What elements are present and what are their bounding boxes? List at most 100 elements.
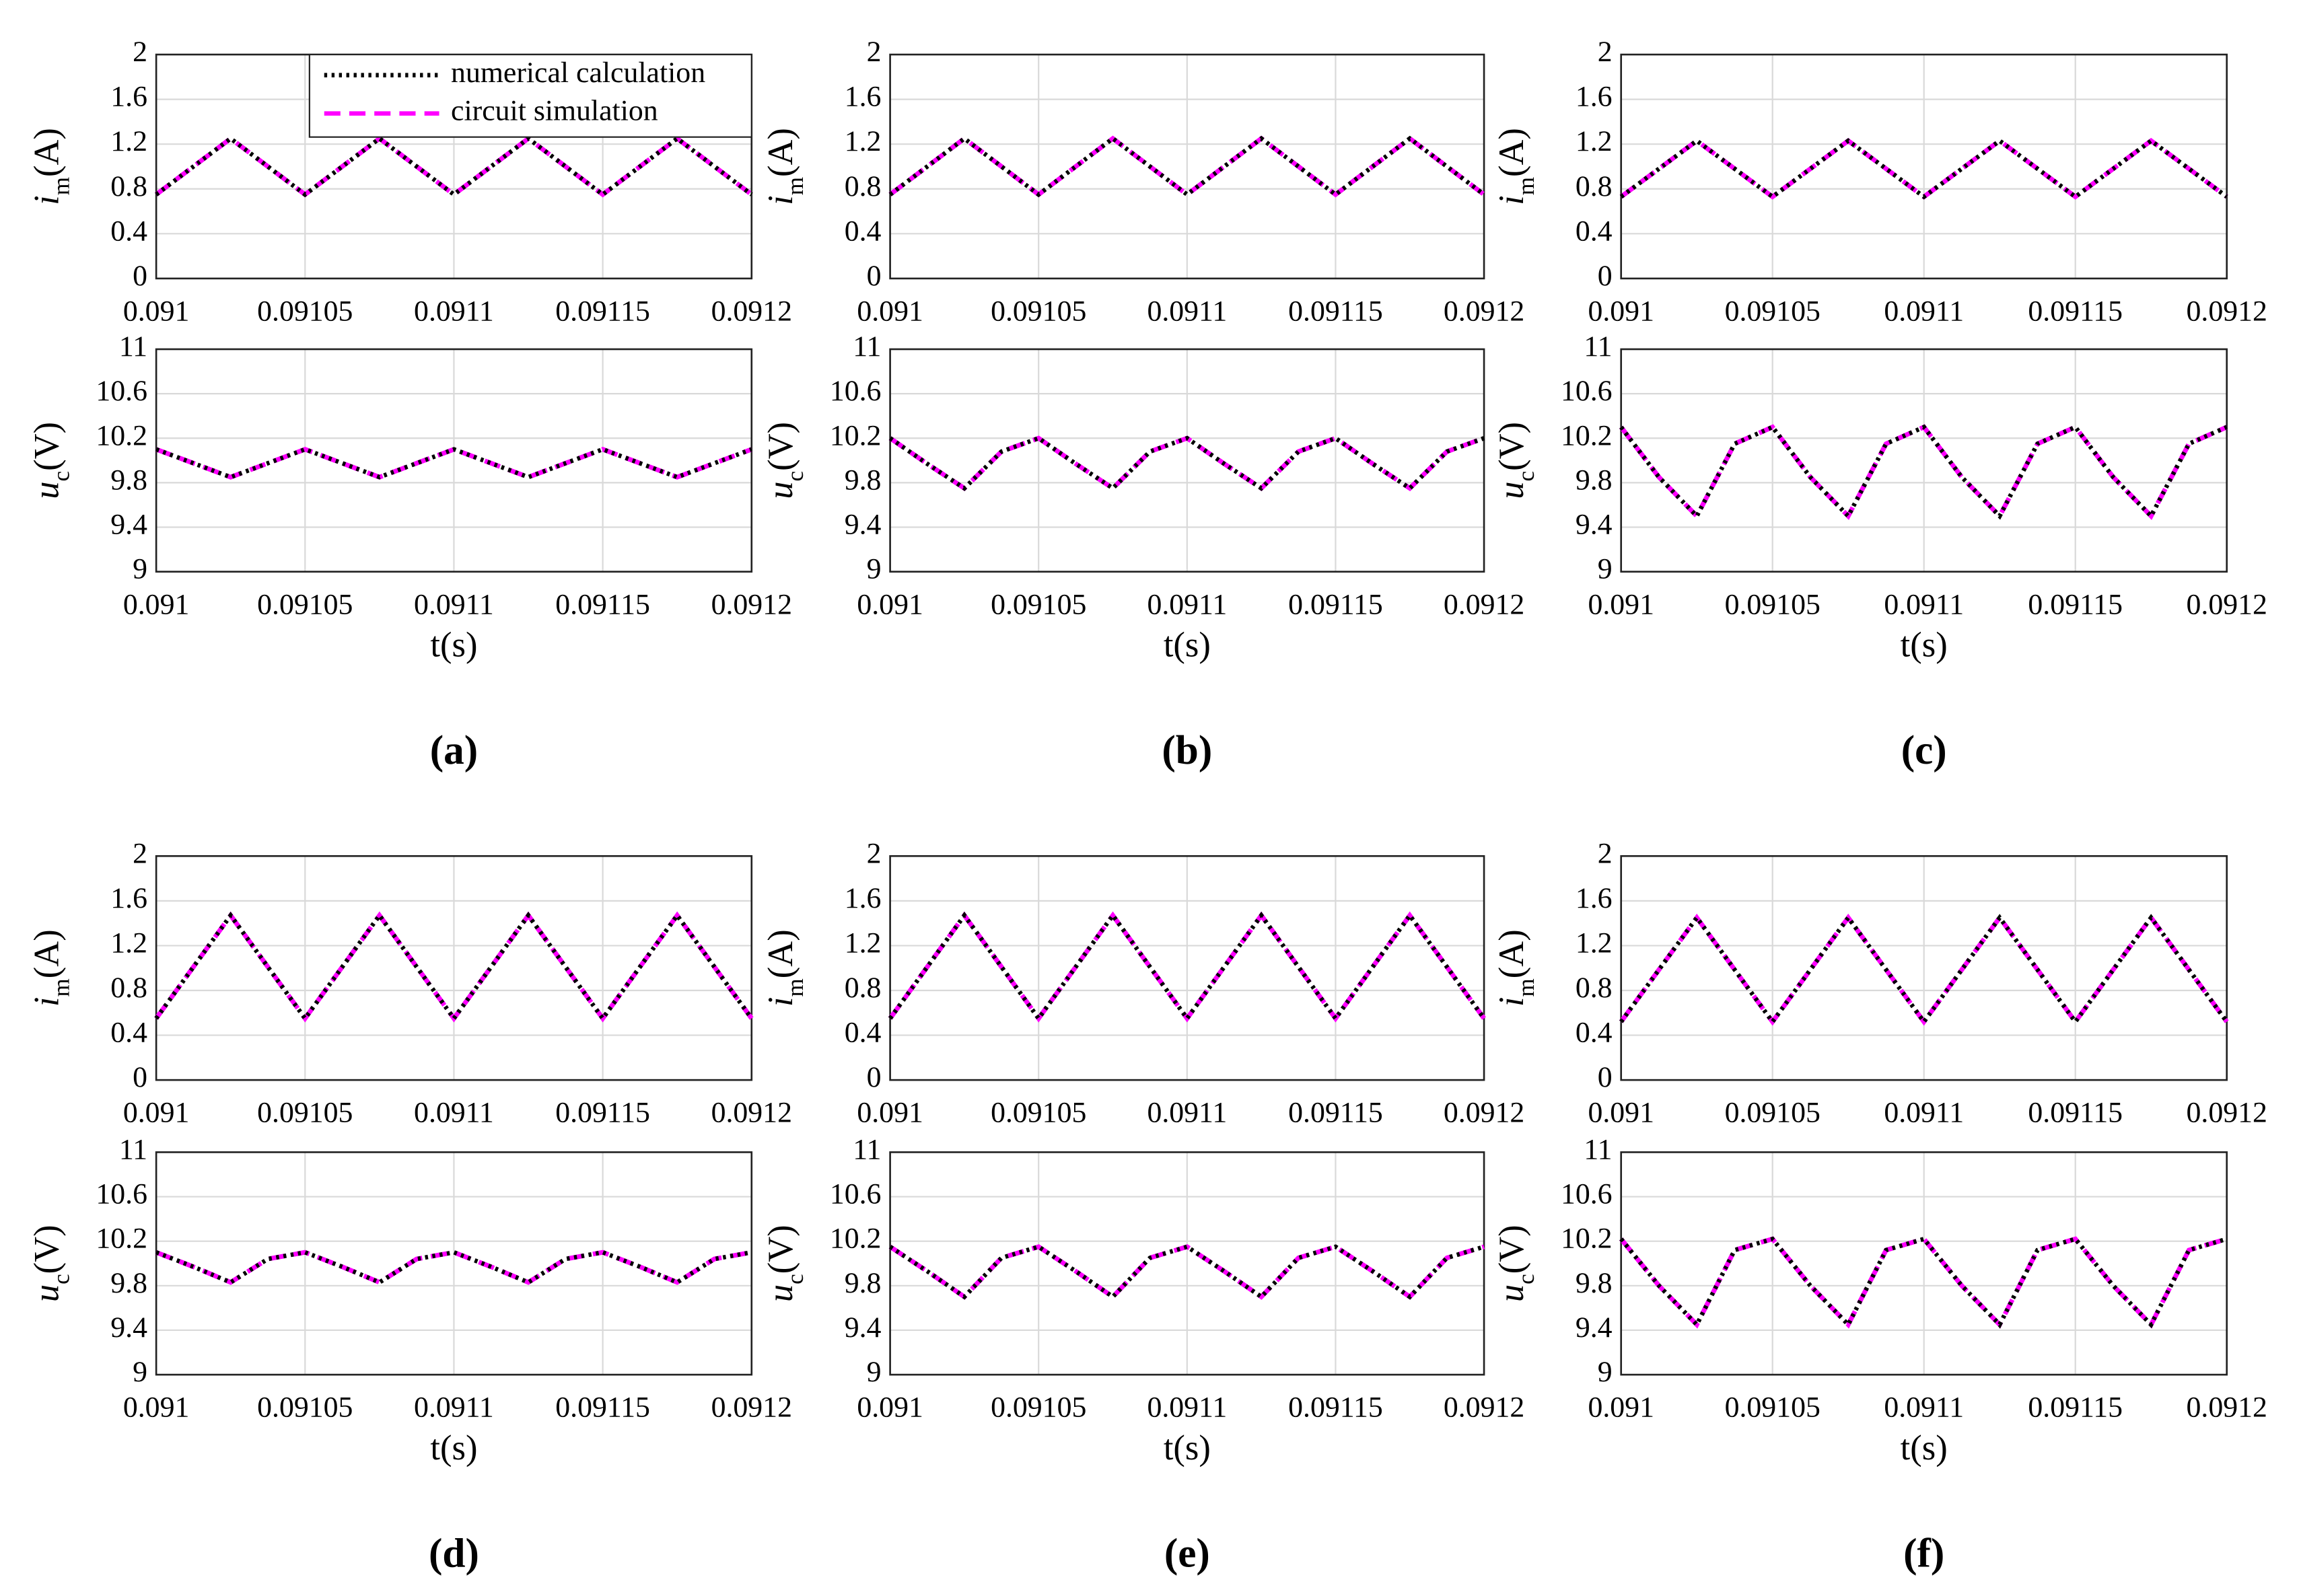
y-tick-label: 9: [133, 1356, 147, 1388]
y-label-symbol: u: [761, 481, 800, 499]
y-tick-label: 1.2: [845, 125, 882, 157]
y-label-symbol: i: [761, 996, 800, 1007]
y-label-symbol: i: [28, 195, 67, 205]
x-tick-label: 0.091: [857, 1097, 923, 1129]
y-tick-label: 1.2: [1576, 927, 1613, 959]
x-tick-label: 0.0912: [1444, 295, 1524, 327]
series-line: [155, 447, 752, 480]
y-tick-label: 11: [119, 1133, 147, 1165]
y-axis-label: im(A): [28, 128, 74, 205]
x-tick-label: 0.0912: [2186, 1097, 2267, 1129]
y-tick-label: 9.8: [110, 464, 147, 496]
y-tick-label: 0.4: [845, 215, 882, 247]
y-tick-label: 1.2: [1576, 125, 1613, 157]
series-line: [1619, 1236, 2228, 1329]
x-tick-label: 0.0911: [1147, 1097, 1227, 1129]
y-label-symbol: i: [1492, 195, 1531, 205]
x-tick-label: 0.09105: [1725, 588, 1820, 620]
y-label-unit: (V): [761, 422, 800, 471]
y-tick-label: 11: [1584, 1133, 1612, 1165]
x-tick-label: 0.0912: [711, 1391, 792, 1424]
panel-label: (c): [1901, 727, 1947, 773]
x-tick-label: 0.09105: [1725, 1391, 1820, 1424]
y-tick-label: 9.4: [1576, 509, 1613, 541]
y-label-subscript: m: [48, 978, 74, 996]
x-tick-label: 0.09115: [555, 1097, 650, 1129]
y-axis-label: uc(V): [28, 422, 74, 499]
y-tick-label: 11: [853, 330, 881, 363]
plot-frame: [1620, 348, 2228, 573]
y-tick-label: 11: [853, 1133, 881, 1165]
y-label-unit: (V): [761, 1225, 800, 1274]
panel-label: (a): [430, 727, 478, 773]
plot-frame: [889, 348, 1485, 573]
x-tick-label: 0.091: [1588, 295, 1654, 327]
x-tick-label: 0.09105: [1725, 1097, 1820, 1129]
panel-label: (e): [1164, 1531, 1210, 1576]
y-tick-label: 0: [1598, 260, 1613, 292]
x-axis-label: t(s): [1901, 1428, 1948, 1467]
x-tick-label: 0.09115: [555, 1391, 650, 1424]
y-label-symbol: u: [28, 481, 67, 499]
y-label-subscript: c: [48, 471, 74, 482]
series-line: [888, 435, 1485, 491]
x-tick-label: 0.09115: [2028, 1391, 2123, 1424]
x-tick-label: 0.09105: [991, 588, 1086, 620]
plot-frame: [1620, 1151, 2228, 1376]
x-tick-label: 0.091: [857, 588, 923, 620]
y-tick-label: 0: [133, 260, 147, 292]
x-tick-label: 0.09105: [1725, 295, 1820, 327]
y-label-subscript: c: [781, 471, 808, 482]
y-axis-label: uc(V): [1492, 422, 1538, 499]
y-tick-label: 1.6: [110, 81, 147, 113]
y-tick-label: 0.8: [110, 972, 147, 1004]
y-tick-label: 2: [867, 36, 882, 68]
x-tick-label: 0.091: [123, 1391, 190, 1424]
x-tick-label: 0.0911: [1884, 1391, 1964, 1424]
x-tick-label: 0.0912: [1444, 588, 1524, 620]
y-tick-label: 9.8: [845, 1267, 882, 1299]
x-tick-label: 0.0911: [1884, 1097, 1964, 1129]
y-tick-label: 0: [1598, 1061, 1613, 1093]
y-tick-label: 10.2: [1561, 1223, 1613, 1255]
series-line: [888, 135, 1486, 198]
series-line: [888, 911, 1486, 1023]
y-label-subscript: m: [48, 177, 74, 195]
y-tick-label: 2: [133, 837, 147, 869]
x-tick-label: 0.091: [123, 1097, 190, 1129]
y-axis-label: uc(V): [1492, 1225, 1538, 1302]
x-tick-label: 0.09115: [1288, 1097, 1383, 1129]
y-tick-label: 10.6: [1561, 1178, 1613, 1210]
y-tick-label: 0: [133, 1061, 147, 1093]
y-axis-label: im(A): [761, 128, 808, 205]
y-tick-label: 9.8: [1576, 1267, 1613, 1299]
y-tick-label: 10.6: [830, 375, 882, 407]
series-line: [888, 1244, 1485, 1300]
y-label-unit: (V): [1492, 422, 1531, 471]
y-tick-label: 1.2: [110, 927, 147, 959]
y-tick-label: 1.6: [1576, 81, 1613, 113]
y-tick-label: 0.8: [110, 170, 147, 203]
y-tick-label: 9.4: [110, 1311, 147, 1344]
x-tick-label: 0.0911: [414, 1391, 494, 1424]
y-tick-label: 10.6: [96, 375, 147, 407]
y-tick-label: 1.6: [845, 882, 882, 914]
y-tick-label: 11: [119, 330, 147, 363]
x-tick-label: 0.0912: [2186, 588, 2267, 620]
x-tick-label: 0.09105: [257, 588, 353, 620]
x-tick-label: 0.09115: [1288, 1391, 1383, 1424]
y-label-unit: (V): [28, 1225, 67, 1274]
y-tick-label: 10.6: [1561, 375, 1613, 407]
series-line: [154, 911, 754, 1023]
y-tick-label: 0: [867, 1061, 882, 1093]
y-tick-label: 9: [1598, 553, 1613, 585]
x-tick-label: 0.0911: [1147, 588, 1227, 620]
x-tick-label: 0.09115: [2028, 295, 2123, 327]
y-tick-label: 10.2: [96, 1223, 147, 1255]
x-axis-label: t(s): [1901, 626, 1948, 665]
y-label-subscript: m: [1513, 978, 1539, 996]
y-tick-label: 2: [1598, 36, 1613, 68]
series-line: [155, 135, 753, 198]
y-label-unit: (A): [28, 929, 67, 978]
y-tick-label: 9: [133, 553, 147, 585]
